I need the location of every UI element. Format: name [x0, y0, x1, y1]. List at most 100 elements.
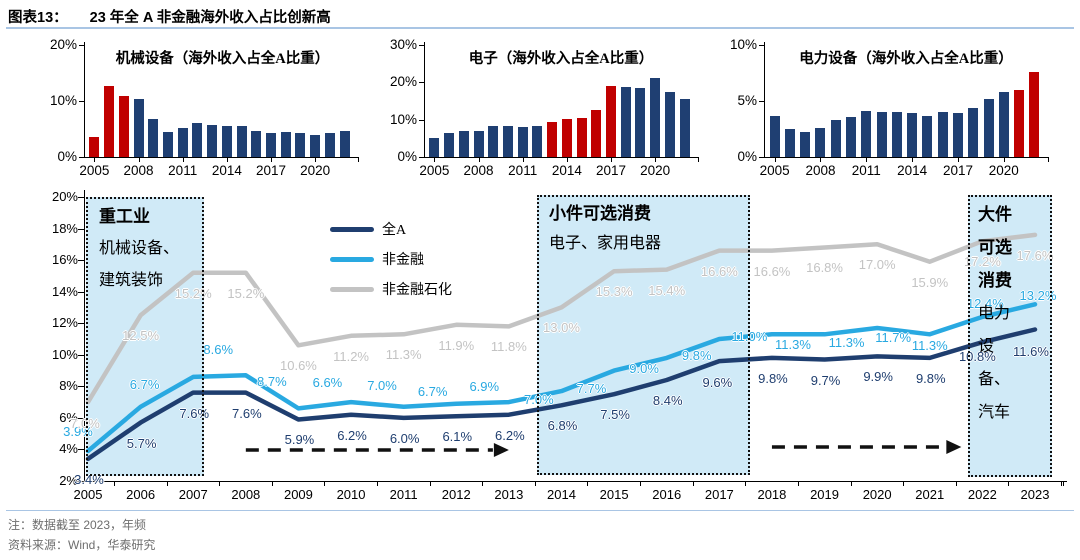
main-x-tick: [797, 481, 799, 486]
main-y-tick: [78, 354, 84, 356]
main-x-tick: [903, 481, 905, 486]
bar-2022: [679, 99, 690, 157]
bar-2021: [664, 92, 675, 157]
x-axis: [764, 157, 1049, 158]
x-tick: [522, 157, 524, 162]
bar-2018: [620, 87, 631, 157]
main-x-label: 2008: [231, 487, 261, 502]
main-y-tick: [78, 228, 84, 230]
x-tick-label: 2020: [988, 163, 1019, 178]
bar-2005: [769, 115, 780, 157]
x-tick-label: 2011: [168, 163, 198, 178]
chart-title-machinery: 机械设备（海外收入占全A比重）: [115, 51, 330, 67]
y-tick-label: 20%: [49, 37, 77, 52]
main-y-axis: [84, 190, 85, 481]
point-label-非金融石化-2019: 16.8%: [806, 260, 843, 276]
bar-2012: [876, 112, 887, 157]
y-tick: [419, 45, 425, 46]
point-label-非金融-2018: 11.3%: [774, 337, 811, 353]
bar-2018: [968, 107, 979, 157]
x-tick: [655, 157, 657, 162]
bar-2009: [830, 120, 841, 157]
bar-2016: [591, 110, 602, 157]
footer-note: 注：数据截至 2023，年频: [8, 518, 147, 532]
bar-2018: [280, 131, 291, 157]
bar-2016: [251, 131, 262, 157]
x-tick-end: [698, 157, 699, 162]
main-x-label: 2011: [389, 487, 418, 502]
point-label-非金融-2011: 6.7%: [417, 383, 448, 399]
main-y-label: 20%: [51, 188, 78, 204]
x-tick: [1003, 157, 1005, 162]
bar-2011: [177, 127, 188, 157]
main-x-label: 2021: [915, 487, 945, 502]
main-y-tick: [78, 449, 84, 451]
main-x-tick: [1008, 481, 1010, 486]
x-tick: [912, 157, 914, 162]
y-tick: [419, 82, 425, 84]
y-tick-label: 30%: [389, 37, 417, 52]
x-tick-label: 2017: [595, 163, 627, 178]
bar-2020: [998, 92, 1009, 157]
bar-2006: [444, 133, 455, 157]
bar-2005: [89, 137, 100, 157]
header-rule: [6, 27, 1074, 29]
y-tick: [759, 45, 765, 46]
legend-item-nonfin: 非金融: [330, 244, 452, 274]
main-x-label: 2022: [967, 487, 997, 502]
y-axis: [84, 42, 85, 157]
bar-2007: [118, 95, 129, 157]
point-label-非金融-2019: 11.3%: [828, 335, 865, 351]
bar-2008: [133, 99, 144, 157]
bar-2013: [207, 125, 218, 157]
y-axis: [424, 42, 425, 157]
bar-2007: [458, 130, 469, 157]
point-label-非金融石化-2008: 15.2%: [227, 285, 265, 301]
point-label-全A-2019: 9.7%: [810, 372, 841, 388]
point-label-非金融石化-2009: 10.6%: [280, 358, 317, 374]
y-tick: [419, 119, 425, 121]
main-x-tick: [377, 481, 379, 486]
bar-2010: [502, 125, 513, 157]
bar-2013: [891, 112, 902, 157]
x-tick: [271, 157, 273, 162]
bar-2022: [1029, 71, 1040, 157]
bar-2010: [846, 116, 857, 157]
main-x-label: 2014: [547, 487, 576, 502]
x-tick-label: 2014: [551, 163, 582, 178]
main-x-tick: [482, 481, 484, 486]
x-tick-label: 2008: [123, 163, 154, 178]
legend-swatch-nonfin-petro: [330, 286, 374, 292]
main-x-tick: [166, 481, 168, 486]
bar-2014: [907, 113, 918, 157]
bar-2008: [473, 130, 484, 157]
bar-2019: [635, 88, 646, 157]
point-label-全A-2018: 9.8%: [758, 370, 788, 386]
x-tick-end: [358, 157, 359, 162]
point-label-非金融石化-2011: 11.3%: [385, 347, 422, 363]
x-tick-label: 2014: [211, 163, 242, 178]
legend-swatch-allA: [330, 226, 374, 232]
y-tick-label: 20%: [389, 74, 417, 90]
x-tick: [315, 157, 317, 162]
annotation-title: 重工业: [99, 207, 150, 226]
bar-2017: [606, 86, 617, 157]
x-tick-label: 2017: [942, 163, 973, 178]
x-tick: [434, 157, 436, 162]
bar-2013: [547, 121, 558, 157]
annotation-body: 电子、家用电器: [549, 235, 662, 252]
dashed-arrow-head: [946, 440, 962, 454]
y-tick-label: 0%: [57, 149, 77, 164]
main-x-label: 2017: [704, 487, 734, 502]
x-tick-label: 2020: [640, 163, 671, 178]
main-x-axis: [84, 481, 1067, 482]
x-tick: [566, 157, 568, 162]
bar-2006: [104, 85, 115, 157]
point-label-非金融-2010: 7.0%: [367, 378, 397, 394]
main-y-tick: [78, 481, 84, 482]
main-x-tick: [587, 481, 589, 486]
point-label-全A-2011: 6.0%: [389, 430, 420, 446]
x-tick-end: [1048, 157, 1049, 162]
main-y-tick: [78, 323, 84, 325]
main-x-tick: [692, 481, 694, 486]
